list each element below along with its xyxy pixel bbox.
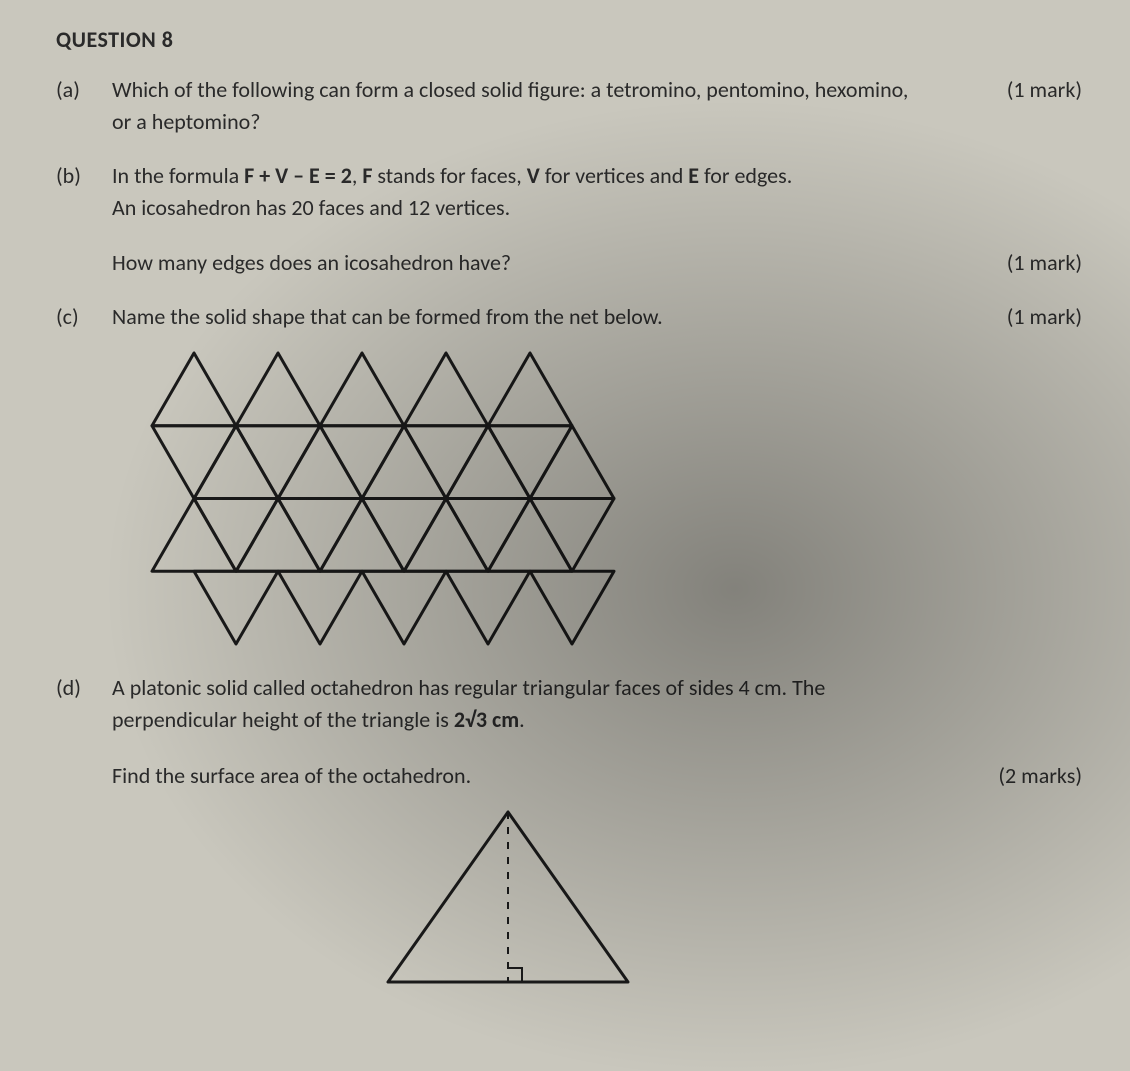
- part-b-body: In the formula F + V – E = 2, F stands f…: [112, 160, 952, 224]
- part-a: (a) Which of the following can form a cl…: [56, 74, 1082, 138]
- part-b-prefix: In the formula: [112, 162, 244, 189]
- part-a-label: (a): [56, 74, 102, 138]
- part-d-label: (d): [56, 672, 102, 736]
- part-b: (b) In the formula F + V – E = 2, F stan…: [56, 160, 1082, 224]
- part-d-body: A platonic solid called octahedron has r…: [112, 672, 952, 736]
- part-b-question: How many edges does an icosahedron have?: [112, 247, 952, 279]
- part-b-V: V: [527, 162, 540, 189]
- part-b-line2: An icosahedron has 20 faces and 12 verti…: [112, 192, 952, 224]
- triangle-svg: [376, 800, 640, 994]
- part-b-formula: F + V – E = 2: [244, 162, 352, 189]
- part-b-label: (b): [56, 160, 102, 224]
- part-d-line1b-suffix: .: [519, 706, 525, 733]
- part-a-line2: or a heptomino?: [112, 106, 952, 138]
- question-title: QUESTION 8: [56, 24, 1082, 56]
- part-b-line1: In the formula F + V – E = 2, F stands f…: [112, 160, 952, 192]
- part-b-mid3: for vertices and: [540, 162, 689, 189]
- part-d-marks: (2 marks): [962, 760, 1082, 792]
- part-d-line1b-prefix: perpendicular height of the triangle is: [112, 706, 454, 733]
- part-b-mid2: stands for faces,: [372, 162, 526, 189]
- part-b-marks-placeholder: [962, 160, 1082, 224]
- part-b-mid1: ,: [352, 162, 362, 189]
- icosahedron-net-svg: [142, 343, 666, 654]
- part-d-line1b-val: 2√3 cm: [454, 706, 519, 733]
- part-b-F: F: [362, 162, 372, 189]
- part-c-label: (c): [56, 301, 102, 333]
- icosahedron-net-figure: [142, 343, 1082, 654]
- part-d: (d) A platonic solid called octahedron h…: [56, 672, 1082, 736]
- part-c-marks: (1 mark): [962, 301, 1082, 333]
- part-d-line1b: perpendicular height of the triangle is …: [112, 704, 952, 736]
- part-d-question-row: Find the surface area of the octahedron.…: [56, 742, 1082, 792]
- part-b-marks: (1 mark): [962, 247, 1082, 279]
- part-b-mid4: for edges.: [699, 162, 792, 189]
- part-b-E: E: [688, 162, 699, 189]
- part-a-line1: Which of the following can form a closed…: [112, 74, 952, 106]
- octahedron-face-figure: [376, 800, 1082, 994]
- part-a-body: Which of the following can form a closed…: [112, 74, 952, 138]
- part-d-line1a: A platonic solid called octahedron has r…: [112, 672, 952, 704]
- part-c-text: Name the solid shape that can be formed …: [112, 301, 952, 333]
- part-c: (c) Name the solid shape that can be for…: [56, 301, 1082, 333]
- part-d-question: Find the surface area of the octahedron.: [112, 760, 952, 792]
- part-b-question-row: How many edges does an icosahedron have?…: [56, 229, 1082, 279]
- part-a-marks: (1 mark): [962, 74, 1082, 138]
